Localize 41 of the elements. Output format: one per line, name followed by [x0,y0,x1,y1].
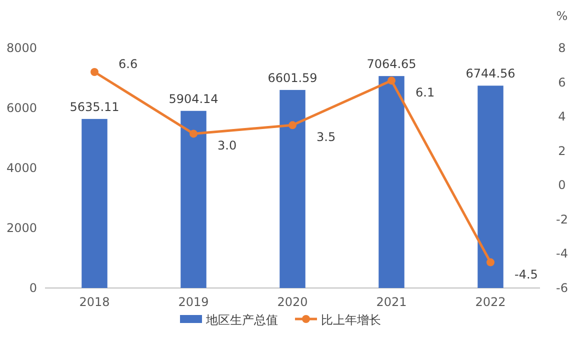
point [288,121,296,130]
y2-tick-label: -2 [556,212,568,226]
legend-label: 地区生产总值 [205,313,278,327]
data-label: 5904.14 [168,92,218,106]
y2-tick-label: 8 [558,41,566,55]
point [486,258,494,266]
data-label: -4.5 [514,267,538,282]
data-label: 6.6 [118,57,138,71]
y-tick-label: 4000 [6,161,37,175]
data-label: 3.5 [316,130,336,144]
y2-tick-label: -4 [556,246,568,261]
y-tick-label: 0 [29,281,37,295]
bar [478,86,504,288]
y-tick-label: 6000 [6,101,37,115]
data-label: 5635.11 [70,100,120,114]
y-tick-label: 8000 [6,41,37,55]
bar [180,110,206,288]
bar [378,76,404,288]
data-label: 7064.65 [366,57,416,72]
point [388,76,396,85]
x-tick-label: 2019 [178,295,209,309]
point [190,130,198,138]
point [90,68,98,76]
y2-tick-label: 4 [558,110,566,124]
y-tick-label: 2000 [6,221,37,235]
y2-tick-label: -6 [556,281,568,295]
x-tick-label: 2022 [475,295,506,309]
x-tick-label: 2021 [376,295,407,309]
legend-label: 比上年增长 [321,313,381,327]
y2-tick-label: 0 [558,178,566,192]
y2-axis-title: % [556,9,568,23]
data-label: 6744.56 [466,66,516,81]
y2-tick-label: 2 [558,144,566,158]
data-label: 6.1 [416,86,435,100]
bar [280,90,306,288]
x-tick-label: 2018 [79,295,110,309]
bar [82,118,108,288]
x-tick-label: 2020 [277,295,308,309]
y2-tick-label: 6 [558,75,566,90]
data-label: 6601.59 [268,70,318,85]
data-label: 3.0 [218,138,237,153]
